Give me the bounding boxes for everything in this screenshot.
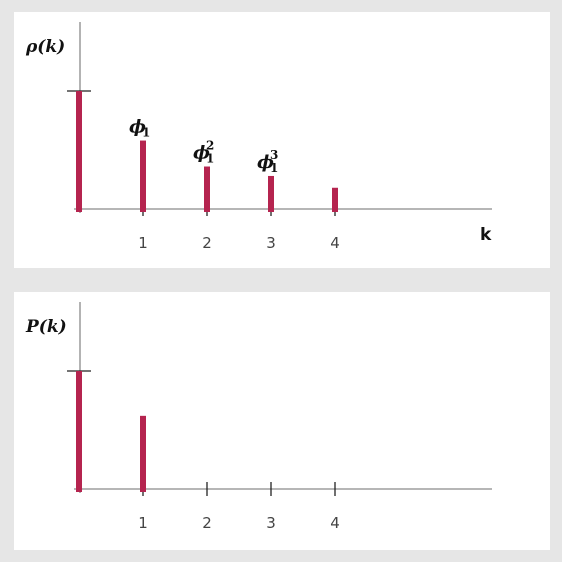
acf-annotation: ϕ12 (193, 139, 214, 166)
pacf-chart: 1 2 3 4 P(k) (25, 302, 492, 532)
acf-bar (268, 175, 274, 212)
acf-bar (204, 166, 210, 212)
acf-y-axis-label: ρ(k) (25, 37, 65, 57)
acf-bar (332, 187, 338, 212)
phi-superscript: 3 (270, 148, 278, 162)
acf-chart-panel: 1 2 3 4 ρ(k) k ϕ 1 ϕ 1 2 ϕ 1 3 (14, 12, 550, 268)
phi-subscript: 1 (142, 126, 150, 140)
acf-x-tick-label: 4 (330, 234, 340, 252)
acf-x-tick-label: 3 (266, 234, 276, 252)
acf-annotation: ϕ1 (129, 117, 150, 140)
acf-x-tick-label: 2 (202, 234, 212, 252)
acf-x-axis-label: k (480, 225, 492, 245)
phi-symbol: ϕ (193, 143, 210, 164)
phi-symbol: ϕ (129, 117, 146, 138)
acf-bar (76, 91, 82, 212)
phi-superscript: 2 (206, 139, 214, 153)
acf-bar (140, 140, 146, 212)
phi-symbol: ϕ (257, 152, 274, 173)
pacf-chart-panel: 1 2 3 4 P(k) (14, 292, 550, 550)
pacf-x-tick-label: 2 (202, 514, 212, 532)
pacf-y-axis-label: P(k) (25, 317, 67, 337)
pacf-x-tick-label: 4 (330, 514, 340, 532)
acf-x-tick-label: 1 (138, 234, 148, 252)
pacf-bar (76, 371, 82, 492)
phi-subscript: 1 (270, 161, 278, 175)
acf-annotation: ϕ13 (257, 148, 278, 175)
pacf-bar (140, 415, 146, 492)
pacf-x-tick-label: 1 (138, 514, 148, 532)
pacf-x-tick-label: 3 (266, 514, 276, 532)
phi-subscript: 1 (206, 152, 214, 166)
